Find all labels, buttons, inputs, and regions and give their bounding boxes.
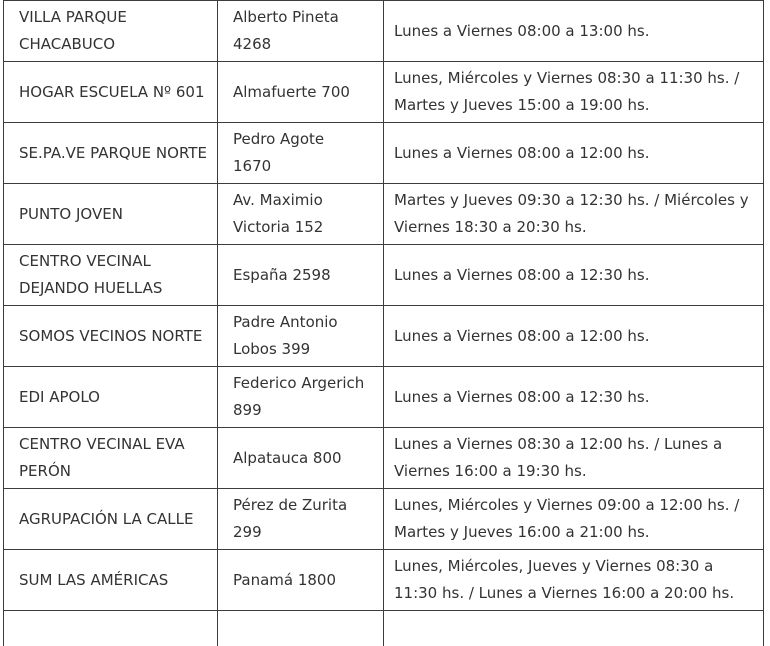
cell-address: Alpatauca 800 — [217, 427, 384, 489]
cell-hours: Lunes a Viernes 08:00 a 13:00 hs. — [383, 0, 764, 62]
cell-name: SOMOS VECINOS NORTE — [3, 305, 218, 367]
cell-hours: Lunes a Viernes 08:00 a 12:30 hs. — [383, 244, 764, 306]
cell-address: Federico Argerich 899 — [217, 366, 384, 428]
table-row: VILLA PARQUE CHACABUCO Alberto Pineta 42… — [3, 0, 764, 62]
cell-name: CENTRO VECINAL DEJANDO HUELLAS — [3, 244, 218, 306]
cell-address — [217, 610, 384, 646]
cell-hours: Lunes a Viernes 08:00 a 12:00 hs. — [383, 122, 764, 184]
cell-hours: Lunes, Miércoles y Viernes 09:00 a 12:00… — [383, 488, 764, 550]
cell-address: Alberto Pineta 4268 — [217, 0, 384, 62]
cell-address: Panamá 1800 — [217, 549, 384, 611]
cell-address: Pedro Agote 1670 — [217, 122, 384, 184]
table-row: CENTRO VECINAL DEJANDO HUELLAS España 25… — [3, 244, 764, 306]
cell-name: VILLA PARQUE CHACABUCO — [3, 0, 218, 62]
cell-name: SE.PA.VE PARQUE NORTE — [3, 122, 218, 184]
cell-name: CENTRO VECINAL EVA PERÓN — [3, 427, 218, 489]
table-row: SE.PA.VE PARQUE NORTE Pedro Agote 1670 L… — [3, 122, 764, 184]
cell-hours: Lunes, Miércoles y Viernes 08:30 a 11:30… — [383, 61, 764, 123]
table-row: CENTRO VECINAL EVA PERÓN Alpatauca 800 L… — [3, 427, 764, 489]
table-row: SOMOS VECINOS NORTE Padre Antonio Lobos … — [3, 305, 764, 367]
cell-address: Pérez de Zurita 299 — [217, 488, 384, 550]
cell-name: EDI APOLO — [3, 366, 218, 428]
cell-name: AGRUPACIÓN LA CALLE — [3, 488, 218, 550]
table-row: AGRUPACIÓN LA CALLE Pérez de Zurita 299 … — [3, 488, 764, 550]
cell-address: España 2598 — [217, 244, 384, 306]
table-row: SUM LAS AMÉRICAS Panamá 1800 Lunes, Miér… — [3, 549, 764, 611]
cell-hours: Lunes a Viernes 08:30 a 12:00 hs. / Lune… — [383, 427, 764, 489]
locations-table-body: VILLA PARQUE CHACABUCO Alberto Pineta 42… — [3, 0, 764, 646]
cell-hours: Lunes a Viernes 08:00 a 12:00 hs. — [383, 305, 764, 367]
locations-table: VILLA PARQUE CHACABUCO Alberto Pineta 42… — [3, 0, 764, 646]
table-row: HOGAR ESCUELA Nº 601 Almafuerte 700 Lune… — [3, 61, 764, 123]
cell-address: Av. Maximio Victoria 152 — [217, 183, 384, 245]
table-row: PUNTO JOVEN Av. Maximio Victoria 152 Mar… — [3, 183, 764, 245]
cell-hours: Martes y Jueves 09:30 a 12:30 hs. / Miér… — [383, 183, 764, 245]
cell-hours — [383, 610, 764, 646]
cell-hours: Lunes a Viernes 08:00 a 12:30 hs. — [383, 366, 764, 428]
cell-address: Almafuerte 700 — [217, 61, 384, 123]
cell-name: HOGAR ESCUELA Nº 601 — [3, 61, 218, 123]
cell-hours: Lunes, Miércoles, Jueves y Viernes 08:30… — [383, 549, 764, 611]
cell-name: SUM LAS AMÉRICAS — [3, 549, 218, 611]
cell-name — [3, 610, 218, 646]
cell-address: Padre Antonio Lobos 399 — [217, 305, 384, 367]
table-row-partial — [3, 610, 764, 646]
table-row: EDI APOLO Federico Argerich 899 Lunes a … — [3, 366, 764, 428]
cell-name: PUNTO JOVEN — [3, 183, 218, 245]
